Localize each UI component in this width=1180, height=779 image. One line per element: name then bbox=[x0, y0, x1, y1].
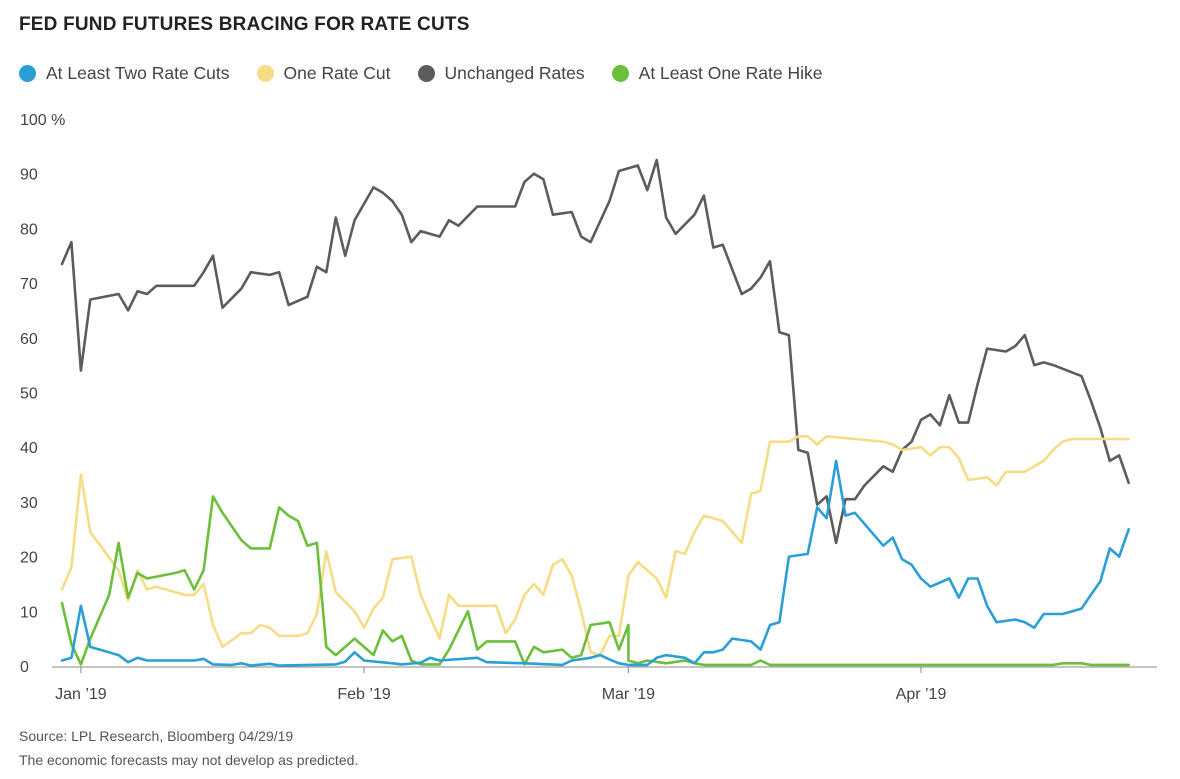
y-axis: 0 10 20 30 40 50 60 70 80 90 100 % bbox=[20, 112, 65, 676]
series-lines bbox=[60, 158, 1130, 667]
y-tick-label: 10 bbox=[20, 604, 38, 621]
y-tick-label: 30 bbox=[20, 495, 38, 512]
chart-title: FED FUND FUTURES BRACING FOR RATE CUTS bbox=[19, 14, 470, 35]
y-tick-label: 60 bbox=[20, 331, 38, 348]
legend-item-unchanged: Unchanged Rates bbox=[417, 62, 585, 84]
series-line-at-least-two-rate-cuts bbox=[60, 459, 1130, 667]
legend-label-one-cut: One Rate Cut bbox=[283, 62, 391, 83]
legend-swatch-unchanged bbox=[417, 64, 435, 82]
y-tick-label: 50 bbox=[20, 386, 38, 403]
x-tick-label: Mar ’19 bbox=[602, 686, 655, 703]
x-tick-label: Apr ’19 bbox=[896, 686, 947, 703]
y-tick-label: 100 % bbox=[20, 112, 65, 129]
x-axis: Jan ’19 Feb ’19 Mar ’19 Apr ’19 bbox=[52, 666, 1157, 703]
series-line-unchanged-rates bbox=[60, 158, 1130, 545]
y-tick-label: 20 bbox=[20, 550, 38, 567]
legend-swatch-one-hike bbox=[611, 64, 629, 82]
y-tick-label: 80 bbox=[20, 221, 38, 238]
legend-label-unchanged: Unchanged Rates bbox=[444, 62, 585, 83]
legend-label-two-cuts: At Least Two Rate Cuts bbox=[46, 62, 230, 83]
legend-swatch-one-cut bbox=[256, 64, 274, 82]
chart-legend: At Least Two Rate Cuts One Rate Cut Unch… bbox=[19, 61, 850, 85]
legend-item-two-cuts: At Least Two Rate Cuts bbox=[19, 63, 230, 84]
y-tick-label: 90 bbox=[20, 167, 38, 184]
legend-item-one-cut: One Rate Cut bbox=[256, 62, 391, 84]
legend-item-one-hike: At Least One Rate Hike bbox=[611, 62, 823, 84]
legend-swatch-two-cuts bbox=[19, 64, 36, 82]
y-tick-label: 40 bbox=[20, 440, 38, 457]
y-tick-label: 70 bbox=[20, 276, 38, 293]
x-tick-label: Feb ’19 bbox=[337, 686, 390, 703]
y-tick-label: 0 bbox=[20, 659, 29, 676]
disclaimer-note: The economic forecasts may not develop a… bbox=[19, 752, 359, 768]
x-tick-label: Jan ’19 bbox=[55, 686, 107, 703]
legend-label-one-hike: At Least One Rate Hike bbox=[638, 62, 823, 83]
series-line-at-least-one-rate-hike bbox=[60, 495, 1130, 667]
series-line-one-rate-cut bbox=[60, 435, 1130, 657]
source-note: Source: LPL Research, Bloomberg 04/29/19 bbox=[19, 728, 294, 744]
